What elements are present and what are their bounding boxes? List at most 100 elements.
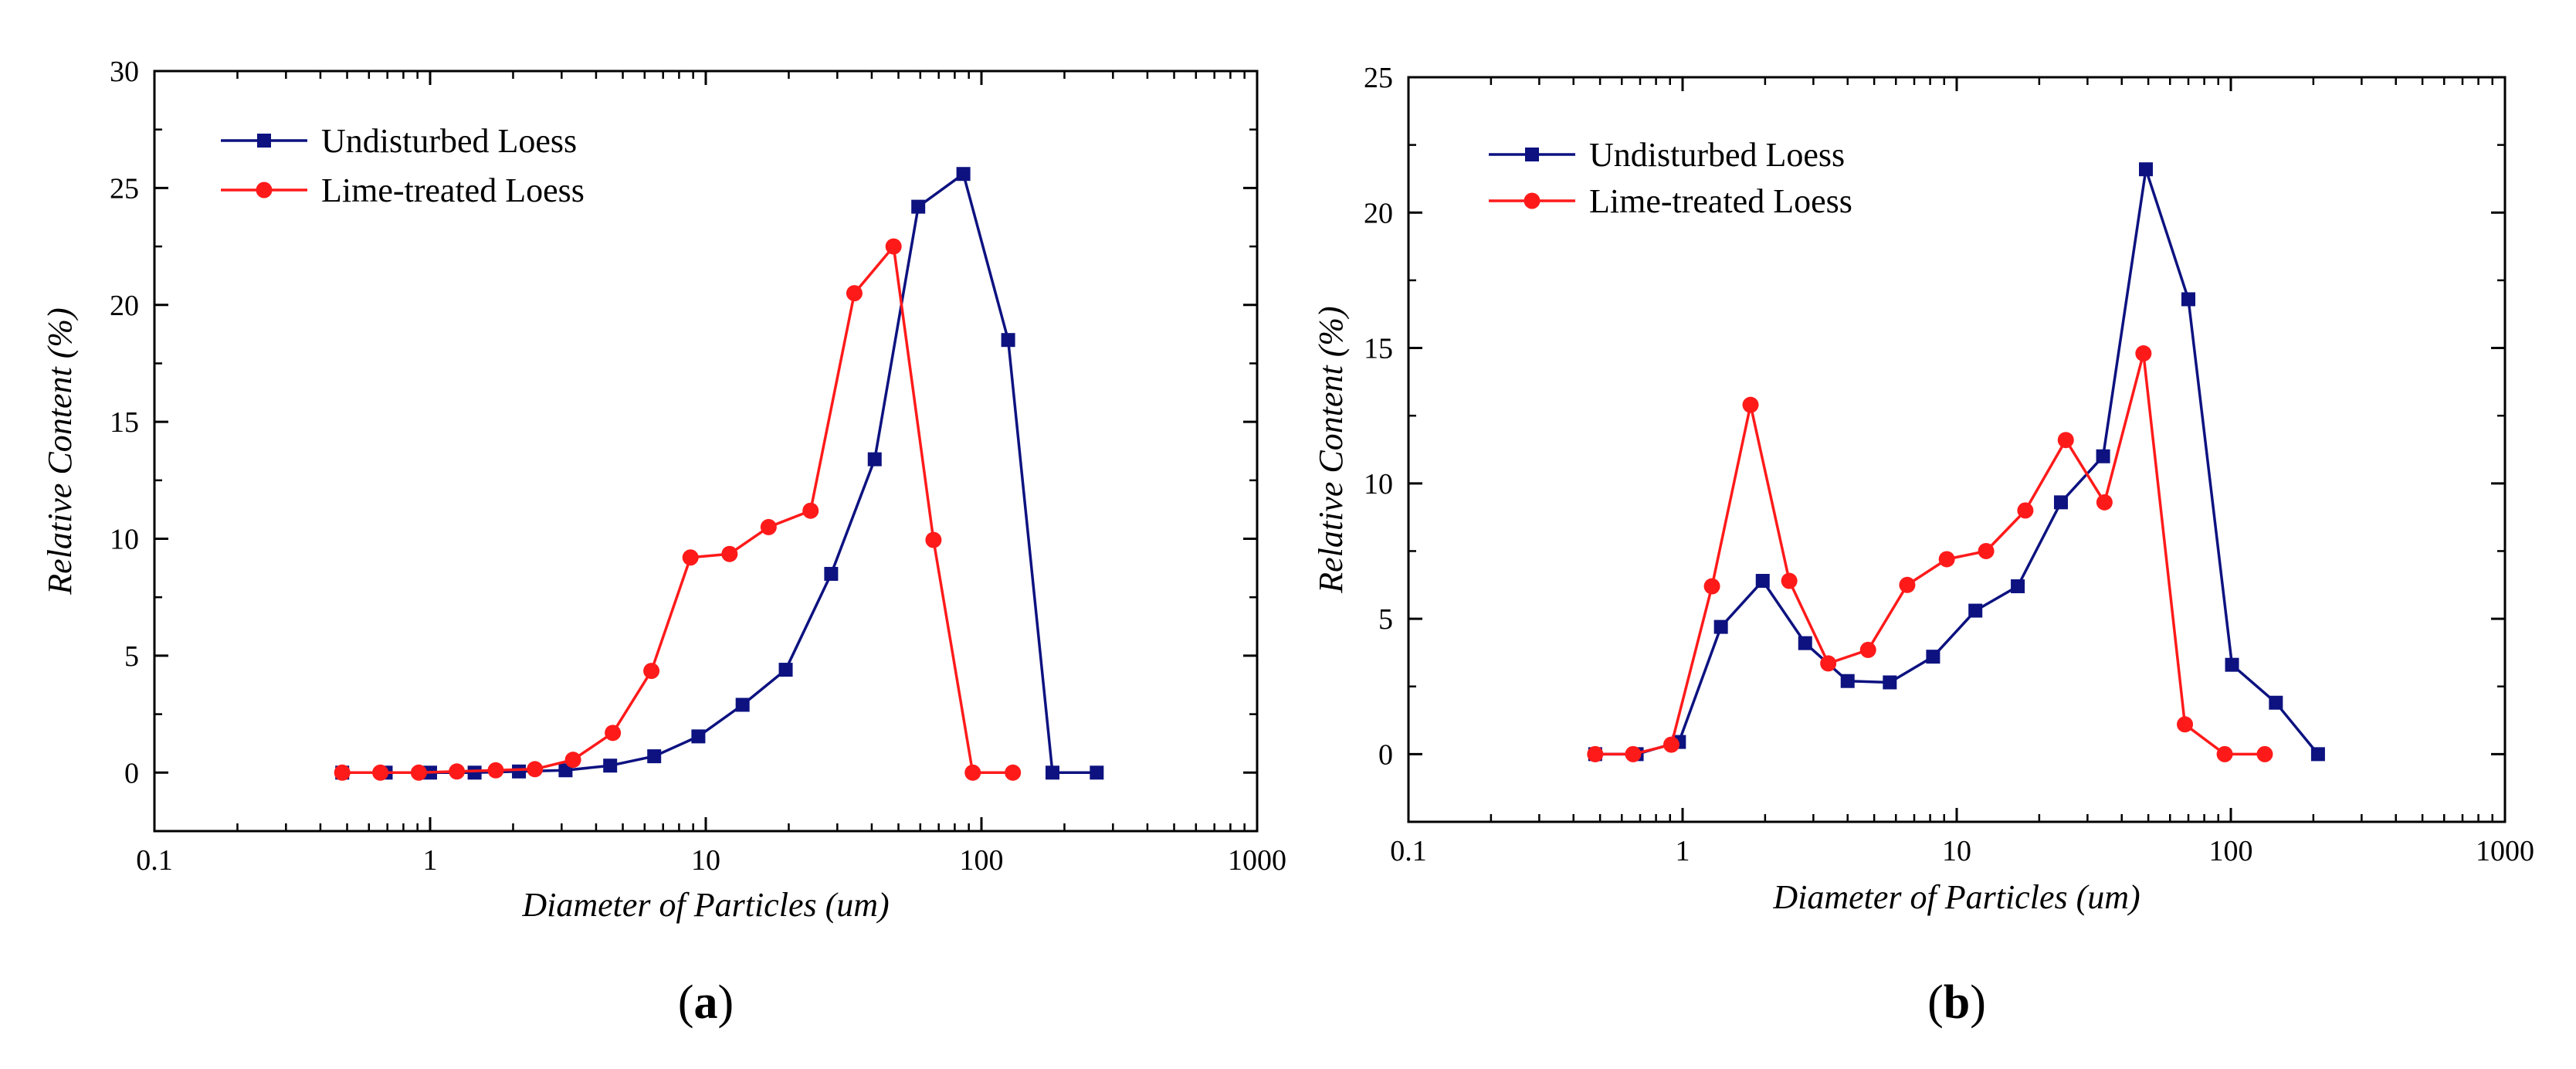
chart-b-legend-marker-square [1525,148,1539,161]
chart-b-data-point-square [2011,579,2025,594]
chart-b-data-point-circle [1703,578,1720,595]
chart-a-data-point-circle [1005,764,1022,781]
chart-a-y-tick-label: 30 [110,56,139,88]
chart-a-data-point-circle [721,545,738,562]
chart-a-series-line [342,172,1097,775]
chart-a-data-point-circle [410,764,427,781]
chart-a-y-tick-label: 20 [110,290,139,322]
chart-a-data-point-circle [846,285,863,302]
chart-a-panel-label: (a) [678,976,734,1029]
chart-b-legend-label: Lime-treated Loess [1589,182,1852,220]
chart-b-y-tick-label: 20 [1364,197,1393,229]
chart-b-data-point-square [1968,603,1983,618]
chart-a-series-lime-treated [334,238,1022,781]
chart-b-legend-marker-circle [1524,192,1541,209]
chart-b-x-tick-label: 1 [1676,835,1690,867]
chart-a-y-tick-label: 25 [110,172,139,205]
chart-b-series-undisturbed [1588,162,2325,762]
chart-a-legend: Undisturbed Loess Lime-treated Loess [221,122,585,209]
chart-a-data-point-square [735,697,750,712]
chart-b-data-point-square [1926,650,1940,664]
chart-b-data-point-circle [2177,716,2194,733]
chart-panel-a: 0.1 1 10 100 1000 0 5 10 15 20 25 30 Diameter of Par… [41,56,1286,1029]
chart-a-data-point-circle [682,549,699,566]
chart-b-y-axis-title: Relative Content (%) [1312,306,1350,593]
chart-b-data-point-circle [2216,745,2233,762]
chart-a-y-tick-label: 0 [124,757,139,789]
chart-a-y-tick-label: 5 [124,640,139,673]
chart-b-y-tick-label: 10 [1364,468,1393,501]
chart-b-panel-label: (b) [1927,976,1986,1029]
chart-a-data-point-square [911,199,926,214]
chart-a-data-point-circle [605,725,622,742]
chart-b-data-point-circle [2096,494,2113,511]
chart-b-data-point-circle [1938,551,1955,568]
chart-a-data-point-circle [964,764,981,781]
chart-a-data-point-square [647,749,662,764]
chart-a-data-point-square [467,765,482,780]
chart-b-data-point-square [2053,495,2068,510]
chart-a-x-tick-label: 10 [691,844,720,877]
chart-a-legend-marker-square [257,134,271,148]
chart-b-y-tick-label: 15 [1364,333,1393,365]
chart-b-data-point-circle [1625,745,1642,762]
chart-b-series-line [1595,351,2265,756]
chart-a-plot-frame [153,70,1259,833]
chart-a-data-point-circle [885,238,902,255]
chart-a-series-line [342,245,1013,775]
chart-b-y-tick-label: 5 [1378,603,1393,636]
chart-a-data-point-square [956,167,971,182]
chart-a-legend-marker-circle [256,182,273,199]
chart-a-data-point-square [512,764,527,779]
chart-b-data-point-circle [2017,502,2034,519]
chart-b-legend: Undisturbed Loess Lime-treated Loess [1489,136,1852,220]
chart-a-data-point-circle [487,762,504,779]
chart-b-series-lime-treated [1587,345,2273,762]
chart-b-data-point-square [1798,636,1812,650]
chart-a-y-axis-title: Relative Content (%) [41,307,79,595]
chart-panel-b: 0.1 1 10 100 1000 0 5 10 15 20 25 Diameter of Parti… [1312,62,2534,1029]
chart-a-data-point-circle [564,752,581,769]
chart-a-x-tick-label: 1 [423,844,438,877]
chart-a-data-point-square [1090,765,1104,780]
chart-b-data-point-square [1713,619,1728,634]
chart-b-data-point-circle [2057,432,2074,449]
chart-b-y-tick-label: 25 [1364,62,1393,94]
chart-a-data-point-square [691,729,706,744]
chart-b-x-tick-label: 10 [1942,835,1971,867]
chart-b-data-point-circle [2135,345,2152,362]
chart-a-x-tick-label: 1000 [1228,844,1286,877]
chart-a-x-axis-title: Diameter of Particles (um) [521,886,889,924]
chart-a-data-point-circle [372,764,389,781]
chart-b-data-point-circle [1820,655,1837,672]
chart-b-data-point-circle [1899,576,1916,593]
chart-b-data-point-square [2181,292,2196,307]
chart-b-series-line [1595,168,2320,756]
chart-a-data-point-circle [527,761,544,778]
chart-b-data-point-square [1755,574,1770,589]
chart-b-data-point-square [2269,695,2283,710]
chart-a-data-point-circle [802,502,819,519]
chart-a-data-point-circle [334,764,351,781]
chart-b-legend-label: Undisturbed Loess [1589,136,1845,174]
chart-b-data-point-square [2310,747,2325,762]
chart-b-data-point-square [2139,162,2154,177]
chart-a-x-tick-label: 0.1 [136,844,173,877]
chart-b-data-point-square [2225,657,2239,672]
chart-b-data-point-circle [1781,572,1798,589]
chart-a-data-point-square [824,566,839,581]
chart-a-data-point-circle [925,531,942,548]
chart-a-data-point-square [1045,765,1059,780]
chart-a-y-tick-label: 15 [110,406,139,439]
chart-a-x-tick-label: 100 [960,844,1004,877]
chart-b-x-axis-title: Diameter of Particles (um) [1772,878,2140,916]
chart-a-legend-label: Undisturbed Loess [321,122,577,160]
chart-a-data-point-square [603,758,618,773]
chart-b-y-tick-label: 0 [1378,738,1393,771]
chart-a-y-tick-label: 10 [110,524,139,556]
chart-b-data-point-circle [1663,736,1679,753]
chart-a-data-point-square [778,663,793,677]
chart-a-data-point-circle [760,518,777,535]
chart-a-series-undisturbed [335,167,1104,780]
